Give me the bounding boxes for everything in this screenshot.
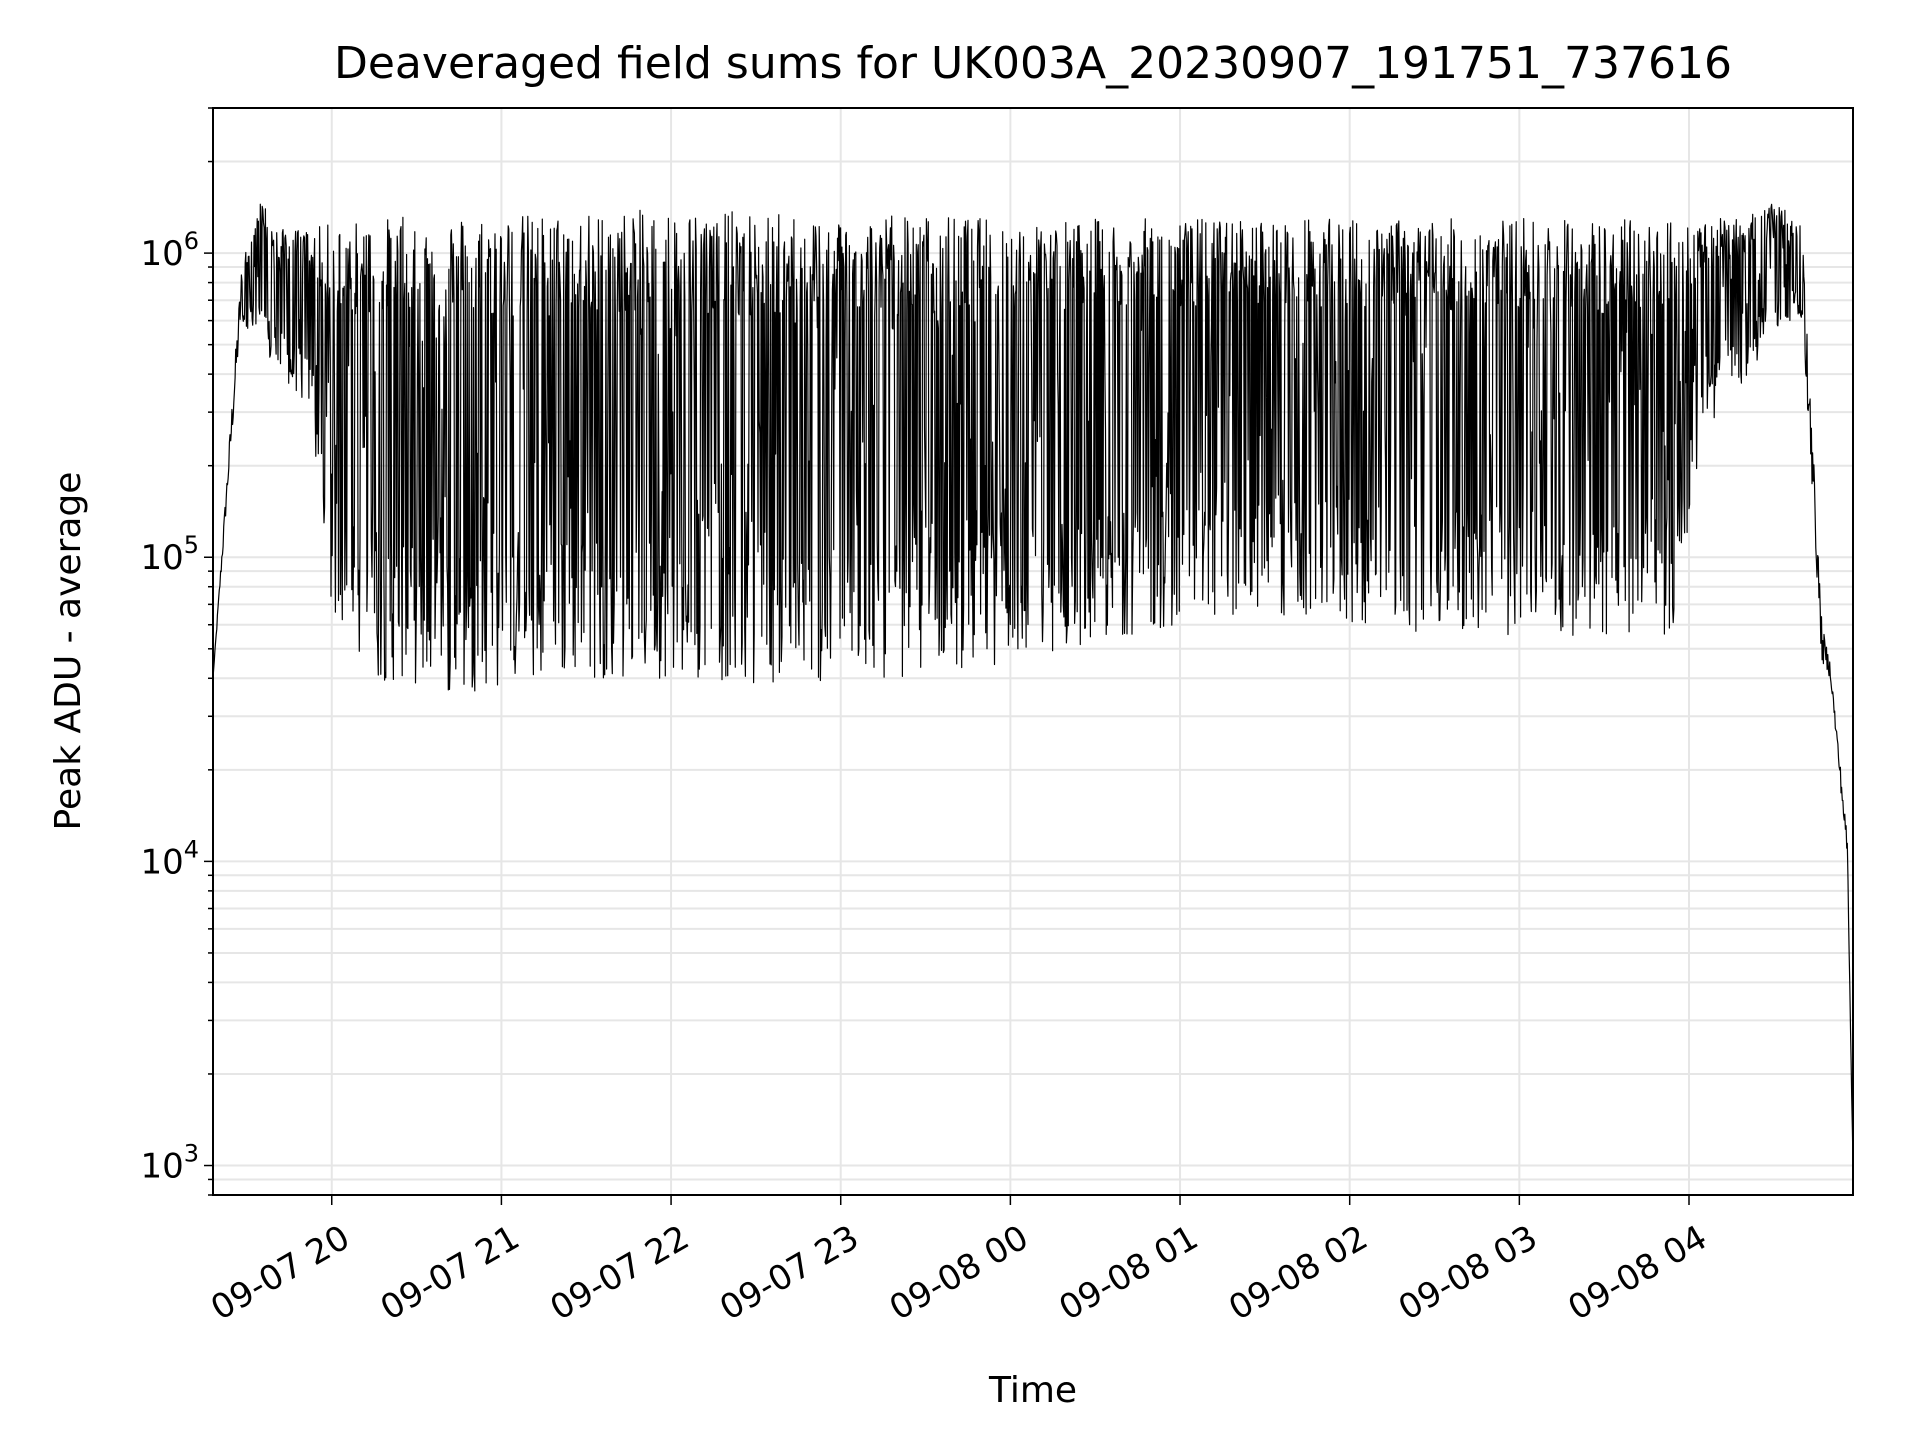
data-series-line (212, 203, 1854, 1166)
x-axis-label: Time (988, 1370, 1077, 1411)
y-tick-label: 105 (140, 531, 199, 578)
data-line-layer (212, 203, 1854, 1166)
y-tick-label: 104 (140, 835, 199, 882)
y-tick-label: 103 (140, 1140, 199, 1187)
chart-title: Deaveraged field sums for UK003A_2023090… (334, 38, 1732, 89)
plot-frame (212, 107, 1854, 1196)
y-tick-label: 106 (140, 227, 199, 274)
y-axis-label: Peak ADU - average (48, 472, 89, 831)
